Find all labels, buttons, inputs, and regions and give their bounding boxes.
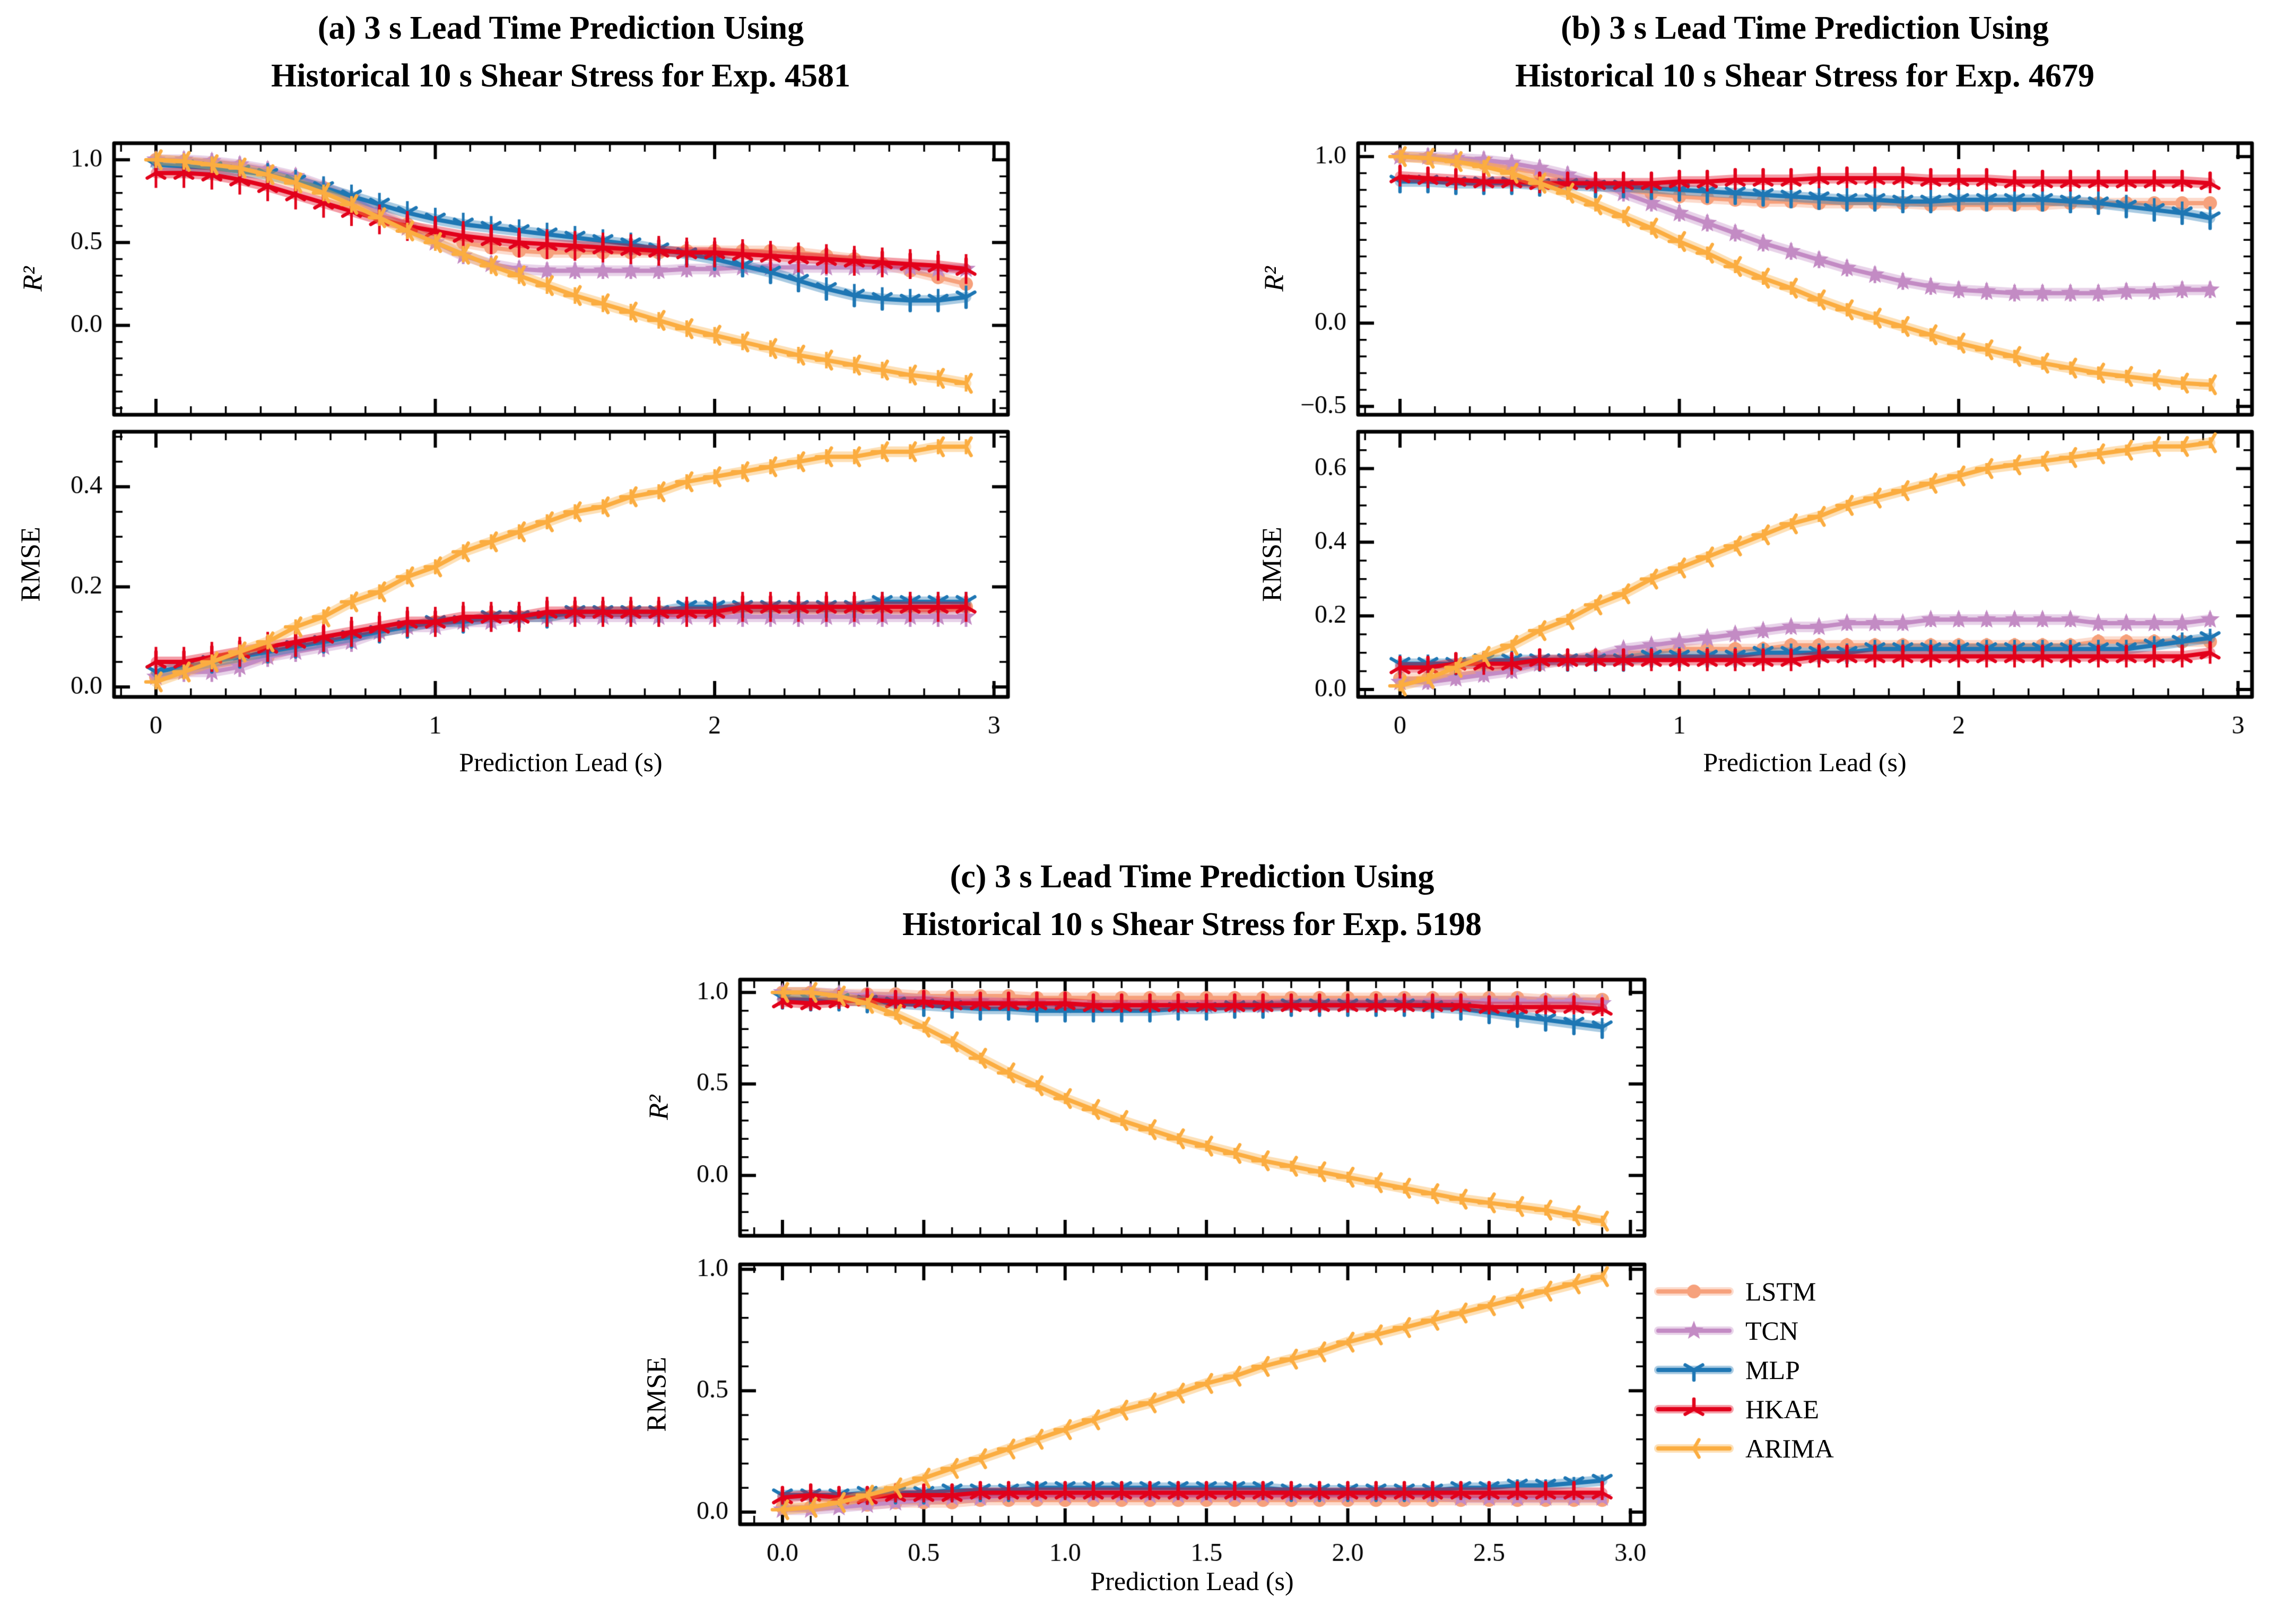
legend-item-arima: ARIMA — [1654, 1429, 1834, 1468]
panel-b-title-line2: Historical 10 s Shear Stress for Exp. 46… — [1515, 58, 2094, 94]
hkae-line-marker-icon — [1654, 1392, 1734, 1426]
legend-item-hkae: HKAE — [1654, 1390, 1834, 1429]
axis-label-a-r2: R² — [18, 266, 48, 292]
panel-c-title-line1: (c) 3 s Lead Time Prediction Using — [950, 859, 1434, 895]
panel-b-title: (b) 3 s Lead Time Prediction Using Histo… — [1301, 4, 2278, 100]
axis-label-b-r2: R² — [1259, 266, 1290, 292]
axis-label-c-x: Prediction Lead (s) — [1090, 1566, 1294, 1596]
lstm-line-marker-icon — [1654, 1274, 1734, 1308]
legend-item-tcn: TCN — [1654, 1311, 1834, 1350]
legend-label-hkae: HKAE — [1745, 1394, 1819, 1424]
panel-c-title-line2: Historical 10 s Shear Stress for Exp. 51… — [902, 906, 1482, 942]
panel-a-title: (a) 3 s Lead Time Prediction Using Histo… — [57, 4, 1065, 100]
legend-label-tcn: TCN — [1745, 1316, 1798, 1346]
mlp-line-marker-icon — [1654, 1353, 1734, 1387]
panel-a-title-line1: (a) 3 s Lead Time Prediction Using — [317, 10, 804, 46]
axis-label-a-rmse: RMSE — [15, 527, 46, 602]
chart-c-rmse — [660, 1243, 1666, 1604]
tcn-line-marker-icon — [1654, 1314, 1734, 1348]
chart-a-rmse — [34, 411, 1029, 776]
panel-b-title-line1: (b) 3 s Lead Time Prediction Using — [1561, 10, 2049, 46]
axis-label-b-x: Prediction Lead (s) — [1703, 747, 1907, 777]
axis-label-b-rmse: RMSE — [1257, 527, 1288, 602]
arima-line-marker-icon — [1654, 1431, 1734, 1465]
panel-a-title-line2: Historical 10 s Shear Stress for Exp. 45… — [271, 58, 850, 94]
panel-c-title: (c) 3 s Lead Time Prediction Using Histo… — [688, 853, 1696, 948]
axis-label-c-r2: R² — [644, 1095, 674, 1120]
legend-label-arima: ARIMA — [1745, 1434, 1834, 1463]
legend-item-lstm: LSTM — [1654, 1272, 1834, 1311]
legend-label-mlp: MLP — [1745, 1355, 1800, 1385]
chart-b-rmse — [1279, 411, 2273, 776]
axis-label-c-rmse: RMSE — [641, 1357, 672, 1432]
legend-label-lstm: LSTM — [1745, 1277, 1816, 1306]
legend-item-mlp: MLP — [1654, 1350, 1834, 1390]
legend: LSTM TCN MLP HKAE ARIMA — [1654, 1272, 1834, 1468]
axis-label-a-x: Prediction Lead (s) — [459, 747, 663, 777]
